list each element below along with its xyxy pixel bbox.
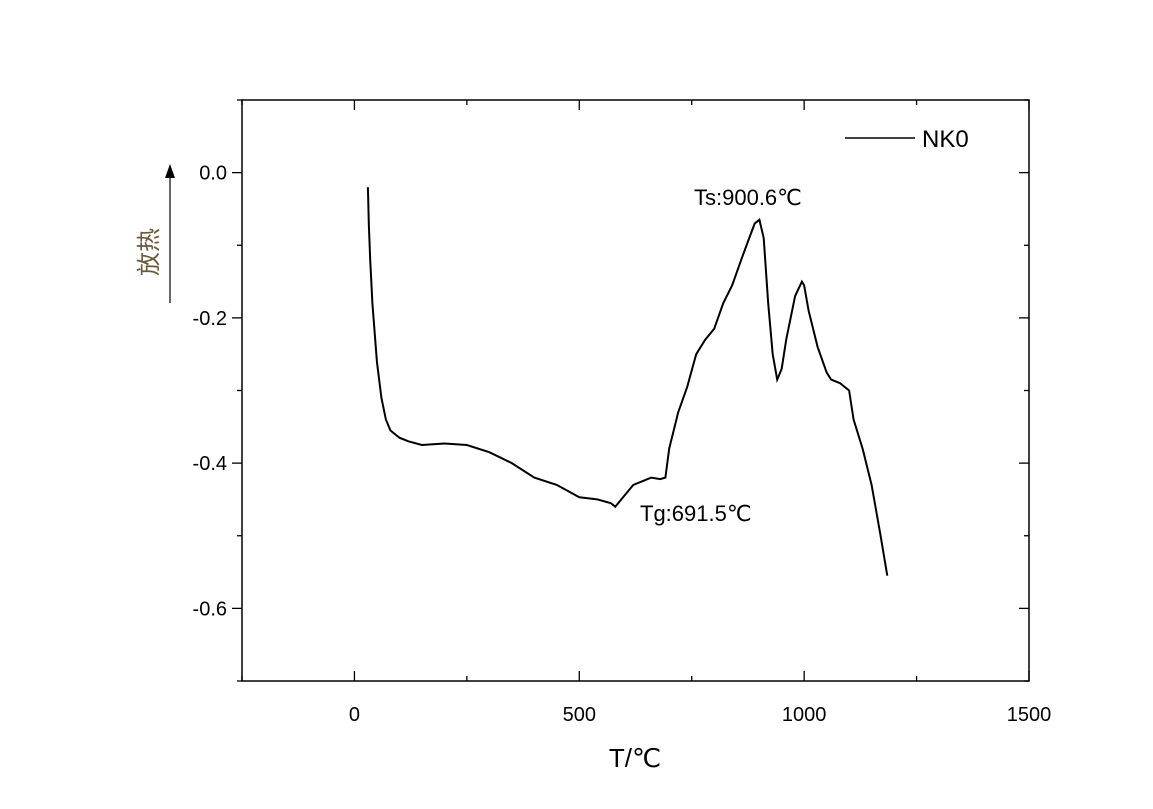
x-tick-labels: 0 500 1000 1500: [349, 704, 1051, 726]
y-tick-label-0.0: 0.0: [199, 163, 227, 185]
x-ticks: [241, 100, 1030, 681]
annotation-tg: Tg:691.5℃: [640, 501, 752, 526]
legend: NK0: [845, 126, 969, 153]
y-axis-title-text: 放热: [135, 228, 163, 276]
x-tick-label-500: 500: [563, 704, 596, 726]
y-tick-label--0.6: -0.6: [193, 598, 227, 620]
y-tick-label--0.2: -0.2: [193, 308, 227, 330]
x-tick-label-1500: 1500: [1007, 704, 1052, 726]
y-ticks: [232, 99, 1029, 682]
legend-label-nk0: NK0: [922, 126, 969, 153]
annotation-ts: Ts:900.6℃: [694, 185, 802, 210]
y-tick-labels: 0.0 -0.2 -0.4 -0.6: [193, 163, 227, 621]
series-line-nk0: [366, 187, 889, 576]
y-axis-arrow-head: [165, 164, 175, 178]
y-axis-title: 放热: [135, 164, 175, 303]
x-tick-label-1000: 1000: [782, 704, 827, 726]
x-axis-title: T/℃: [609, 743, 661, 773]
plot-frame: [241, 99, 1030, 682]
y-tick-label--0.4: -0.4: [193, 453, 227, 475]
x-tick-label-0: 0: [349, 704, 360, 726]
